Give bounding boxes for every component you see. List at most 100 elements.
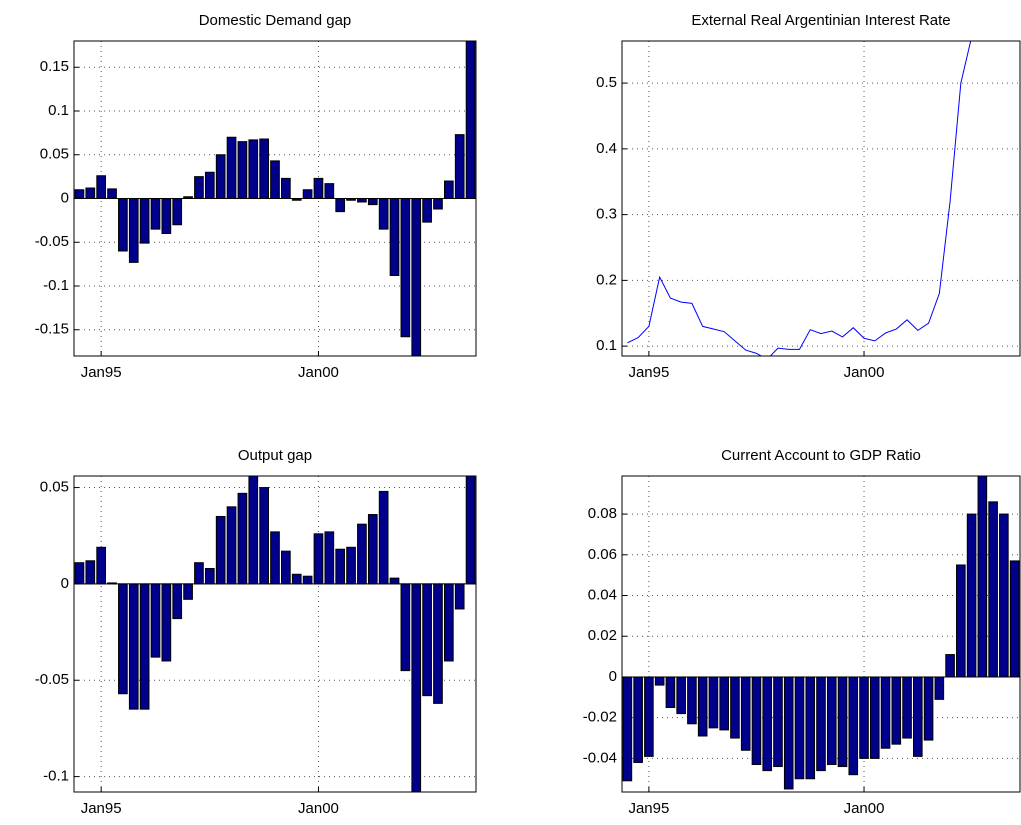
bar [730,676,740,739]
bar [988,501,998,678]
axes-box [621,40,1021,357]
marks [627,41,972,356]
y-tick-label: -0.1 [43,768,69,785]
x-tick-label: Jan00 [298,800,339,817]
chart-title: External Real Argentinian Interest Rate [691,12,950,29]
marks [622,476,1020,790]
bar [687,676,697,725]
bar [400,198,411,338]
bar [816,676,826,772]
bar [977,476,988,678]
x-tick-label: Jan00 [844,364,885,381]
bar [389,198,400,276]
x-tick-label: Jan00 [298,364,339,381]
y-tick-label: 0.06 [588,546,617,563]
bar [622,676,633,782]
bar [454,583,465,610]
bar [465,476,476,585]
bar [204,171,215,199]
bar [837,676,848,768]
bar [443,583,454,662]
bar [281,177,291,199]
y-tick-label: 0.04 [588,586,617,603]
y-tick-label: 0.4 [596,140,617,157]
marks [74,476,476,792]
y-tick-label: 0 [61,189,69,206]
bar [237,492,248,585]
bar [226,136,237,199]
bar [313,177,324,199]
bar [740,676,751,751]
y-tick-label: 0.1 [48,102,69,119]
bar [324,531,335,585]
bar [335,198,346,213]
bar [999,513,1009,678]
bar [367,198,378,206]
bar [891,676,902,745]
y-tick-label: 0.1 [596,337,617,354]
y-tick-label: 0.08 [588,505,617,522]
bar [794,676,805,780]
bar [150,583,161,658]
x-tick-label: Jan95 [81,364,122,381]
bar [215,515,226,585]
bar [805,676,816,780]
x-tick-label: Jan95 [628,800,669,817]
bar [934,676,945,700]
bar [826,676,837,766]
bar [400,583,411,672]
bar [313,533,324,585]
y-tick-label: 0.2 [596,271,617,288]
y-tick-label: 0.02 [588,627,617,644]
bar [172,583,183,620]
y-tick-label: -0.04 [583,749,617,766]
y-tick-label: 0 [609,668,617,685]
bar [644,676,654,757]
bar [389,577,400,585]
bar [465,41,476,199]
bar [913,676,923,757]
bar [411,198,422,356]
bar [74,562,85,585]
x-tick-label: Jan95 [81,800,122,817]
x-tick-label: Jan00 [844,800,885,817]
x-tick-label: Jan95 [628,364,669,381]
bar [128,198,139,263]
bar [85,560,96,585]
chart-title: Current Account to GDP Ratio [721,447,921,464]
bar [869,676,880,759]
bar [783,676,794,790]
bar [719,676,729,731]
bar [248,476,259,585]
bar [956,564,966,678]
bar [194,562,204,585]
bar [74,189,85,199]
bar [96,175,107,199]
bar [422,198,432,223]
bar [433,583,443,704]
bar [633,676,643,763]
bar [172,198,183,226]
bar [357,198,367,203]
bar [378,490,389,585]
bar [85,187,96,199]
bar [204,567,215,585]
bar [215,154,226,199]
bar [302,189,313,199]
marks [74,41,476,356]
panel: Domestic Demand gap -0.15 -0.1 -0.05 0 0.05 0.… [35,12,477,381]
bar [259,487,269,585]
bar [96,546,107,585]
line [627,41,972,356]
y-tick-label: -0.1 [43,277,69,294]
y-tick-label: 0.05 [40,146,69,163]
bar [107,188,117,199]
y-tick-label: 0.15 [40,58,69,75]
bar [665,676,676,709]
bar [118,583,128,695]
y-tick-label: 0.5 [596,74,617,91]
bar [128,583,139,710]
y-tick-label: 0.05 [40,479,69,496]
bar [880,676,891,749]
